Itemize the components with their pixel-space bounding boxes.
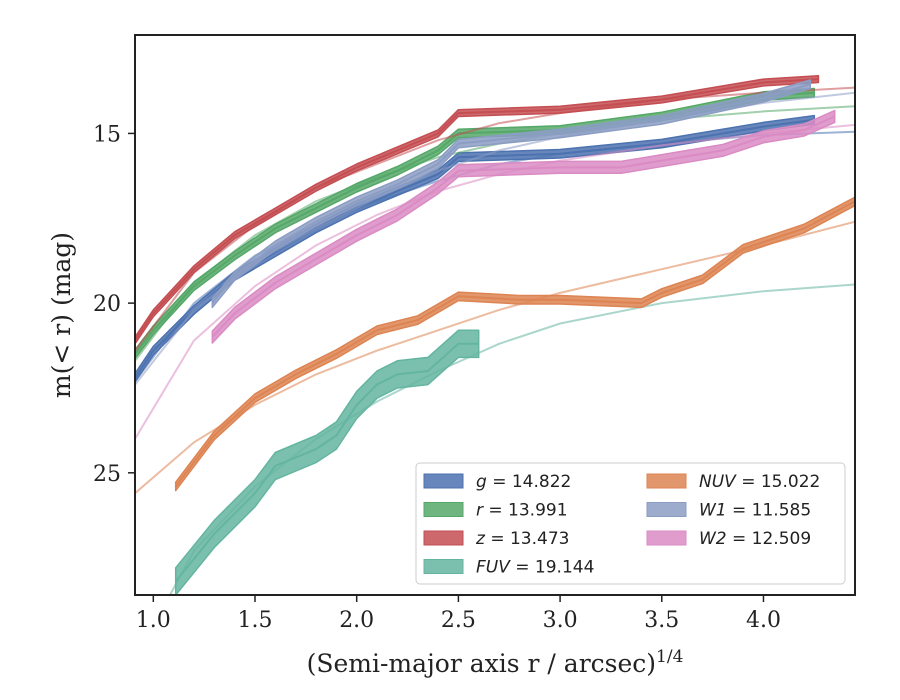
model-line-nuv (135, 220, 855, 494)
legend-entry-z: z = 13.473 (423, 529, 569, 549)
legend-swatch (646, 473, 687, 489)
y-tick-label: 20 (93, 292, 121, 317)
x-axis-label-main: (Semi-major axis r / arcsec) (307, 649, 656, 678)
x-axis-label-sup: 1/4 (656, 647, 683, 667)
legend-entry-w1: W1 = 11.585 (646, 501, 811, 521)
legend-swatch (423, 559, 464, 574)
profile-band-nuv (174, 196, 855, 492)
y-axis-label: m(< r) (mag) (47, 232, 76, 398)
legend-swatch (423, 502, 464, 517)
legend-entry-g: g = 14.822 (423, 472, 571, 492)
profile-line-w1 (211, 83, 811, 304)
legend-swatch (646, 502, 687, 517)
legend-label: r = 13.991 (476, 501, 568, 521)
profile-line-w2 (211, 115, 836, 338)
plot-area (135, 74, 855, 595)
legend: g = 14.822 r = 13.991 z = 13.473 FUV = 19.1… (415, 462, 846, 585)
x-tick-label: 1.0 (136, 608, 171, 633)
x-axis-label: (Semi-major axis r / arcsec)1/4 (307, 647, 684, 678)
legend-frame (415, 462, 846, 585)
legend-entry-w2: W2 = 12.509 (646, 529, 811, 549)
profile-band-w2 (211, 109, 836, 344)
legend-swatch (423, 473, 464, 489)
x-tick-label: 3.5 (644, 608, 679, 633)
x-tick-label: 4.0 (746, 608, 781, 633)
y-tick-label: 25 (93, 462, 121, 487)
profile-line-nuv (174, 200, 855, 488)
profile-band-z (135, 74, 820, 345)
profile-line-fuv (174, 342, 479, 583)
legend-label: z = 13.473 (475, 529, 569, 549)
profile-line-z (135, 78, 819, 342)
x-tick-label: 2.0 (339, 608, 374, 633)
profile-band-fuv (174, 329, 480, 595)
legend-entry-fuv: FUV = 19.144 (423, 558, 594, 578)
profile-band-w1 (211, 79, 812, 309)
y-tick-label: 15 (93, 122, 121, 147)
legend-label: FUV = 19.144 (476, 558, 594, 578)
series-layer (135, 74, 855, 595)
legend-label: NUV = 15.022 (699, 472, 820, 492)
legend-swatch (646, 530, 687, 546)
legend-label: W1 = 11.585 (699, 501, 811, 521)
legend-label: g = 14.822 (476, 472, 571, 492)
x-tick-label: 2.5 (441, 608, 476, 633)
legend-entry-r: r = 13.991 (423, 501, 568, 521)
x-tick-label: 1.5 (238, 608, 273, 633)
ticks-layer: 1.0 1.5 2.0 2.5 3.0 3.5 4.0 15 20 25 (93, 122, 781, 633)
plot-frame (134, 34, 856, 596)
legend-label: W2 = 12.509 (699, 529, 811, 549)
legend-entry-nuv: NUV = 15.022 (646, 472, 820, 492)
legend-swatch (423, 530, 464, 546)
x-tick-label: 3.0 (543, 608, 578, 633)
